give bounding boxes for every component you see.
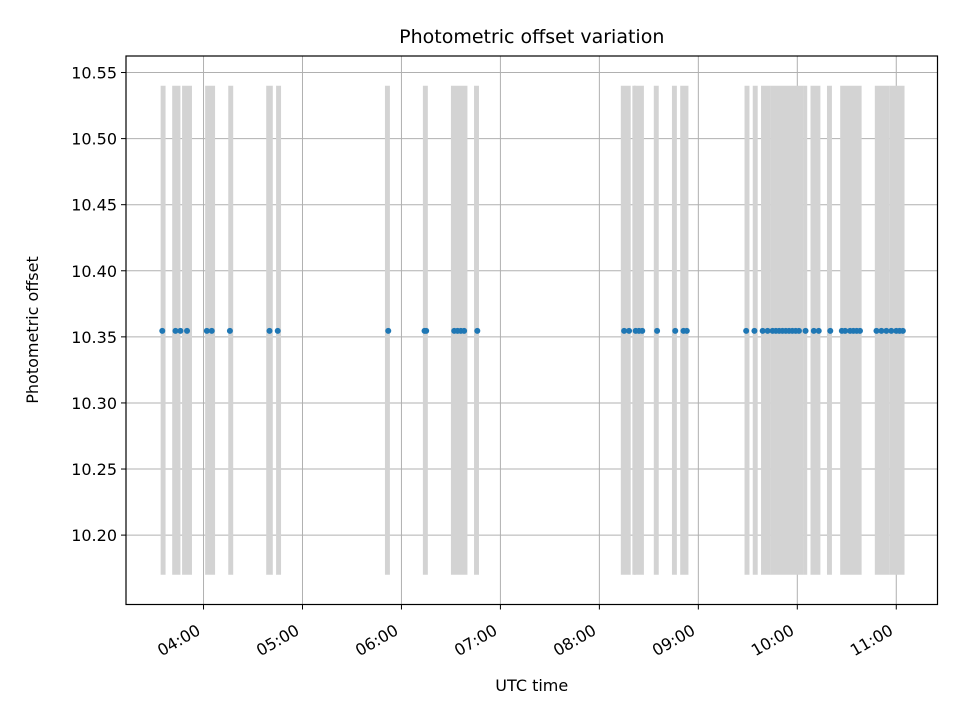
data-point bbox=[159, 327, 166, 334]
data-point bbox=[672, 327, 679, 334]
data-point bbox=[654, 327, 661, 334]
y-tick-label: 10.55 bbox=[71, 64, 117, 83]
plot-frame bbox=[125, 55, 939, 606]
x-axis-label: UTC time bbox=[495, 676, 568, 695]
data-point bbox=[639, 327, 646, 334]
data-point bbox=[856, 327, 863, 334]
data-point bbox=[274, 327, 281, 334]
data-points bbox=[159, 327, 906, 334]
data-point bbox=[423, 327, 430, 334]
data-point bbox=[827, 327, 834, 334]
data-point bbox=[815, 327, 822, 334]
data-point bbox=[226, 327, 233, 334]
y-tick-label: 10.45 bbox=[71, 196, 117, 215]
data-point bbox=[177, 327, 184, 334]
data-point bbox=[683, 327, 690, 334]
y-tick-label: 10.50 bbox=[71, 130, 117, 149]
data-point bbox=[810, 327, 817, 334]
chart-title: Photometric offset variation bbox=[399, 26, 664, 48]
data-point bbox=[842, 327, 849, 334]
data-point bbox=[208, 327, 215, 334]
data-point bbox=[883, 327, 890, 334]
data-point bbox=[266, 327, 273, 334]
data-point bbox=[878, 327, 885, 334]
data-point bbox=[743, 327, 750, 334]
data-point bbox=[621, 327, 628, 334]
data-point bbox=[172, 327, 179, 334]
data-point bbox=[899, 327, 906, 334]
data-point bbox=[795, 327, 802, 334]
data-point bbox=[888, 327, 895, 334]
y-tick-label: 10.20 bbox=[71, 526, 117, 545]
data-point bbox=[759, 327, 766, 334]
y-tick-label: 10.30 bbox=[71, 394, 117, 413]
data-point bbox=[802, 327, 809, 334]
data-point bbox=[385, 327, 392, 334]
data-point bbox=[764, 327, 771, 334]
y-tick-label: 10.25 bbox=[71, 460, 117, 479]
data-point bbox=[184, 327, 191, 334]
data-point bbox=[873, 327, 880, 334]
data-point bbox=[203, 327, 210, 334]
data-point bbox=[626, 327, 633, 334]
data-point bbox=[751, 327, 758, 334]
y-axis-ticks: 10.20 10.25 10.30 10.35 10.40 10.45 10.50 10.55 bbox=[71, 64, 126, 545]
y-axis-label: Photometric offset bbox=[23, 256, 42, 404]
y-tick-label: 10.35 bbox=[71, 328, 117, 347]
y-tick-label: 10.40 bbox=[71, 262, 117, 281]
data-point bbox=[474, 327, 481, 334]
data-point bbox=[461, 327, 468, 334]
